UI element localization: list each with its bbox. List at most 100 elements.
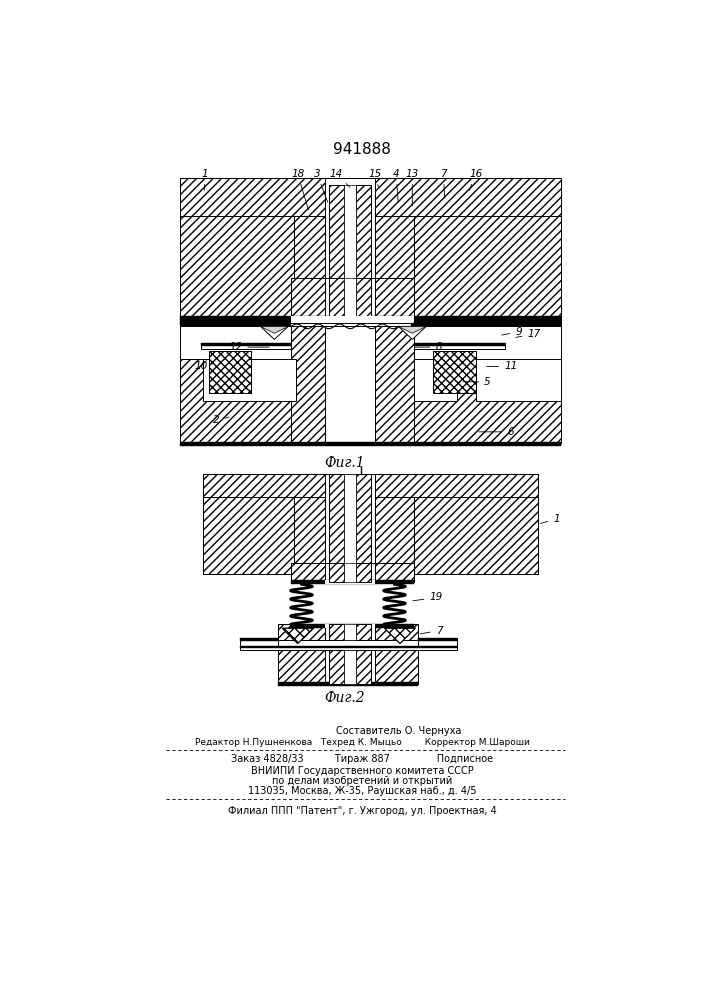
Bar xyxy=(329,474,344,574)
Bar xyxy=(209,351,251,393)
Bar xyxy=(414,343,505,349)
Bar xyxy=(291,563,414,582)
Bar xyxy=(414,497,538,574)
Bar xyxy=(344,474,356,574)
Bar xyxy=(180,359,291,443)
Bar xyxy=(180,178,561,216)
Text: 1: 1 xyxy=(201,169,208,190)
Text: 113035, Москва, Ж-35, Раушская наб., д. 4/5: 113035, Москва, Ж-35, Раушская наб., д. … xyxy=(247,786,477,796)
Text: 5: 5 xyxy=(463,377,491,387)
Bar xyxy=(201,343,291,349)
Bar xyxy=(344,278,356,316)
Bar xyxy=(344,650,356,684)
Text: Филиал ППП "Патент", г. Ужгород, ул. Проектная, 4: Филиал ППП "Патент", г. Ужгород, ул. Про… xyxy=(228,806,496,816)
Bar xyxy=(279,624,418,640)
Text: Фиг.2: Фиг.2 xyxy=(324,690,364,704)
Bar xyxy=(375,497,414,574)
Polygon shape xyxy=(260,326,288,333)
Bar xyxy=(329,650,344,684)
Bar xyxy=(203,497,293,574)
Bar xyxy=(329,278,344,316)
Text: 12: 12 xyxy=(229,342,269,352)
Text: Заказ 4828/33          Тираж 887               Подписное: Заказ 4828/33 Тираж 887 Подписное xyxy=(231,754,493,764)
Bar xyxy=(293,216,325,312)
Polygon shape xyxy=(385,628,416,644)
Text: 4: 4 xyxy=(392,169,399,202)
Bar xyxy=(414,497,538,574)
Bar xyxy=(291,278,414,316)
Polygon shape xyxy=(398,326,426,333)
Bar xyxy=(433,351,476,393)
Bar xyxy=(325,624,375,628)
Bar xyxy=(180,323,561,326)
Text: ВНИИПИ Государственного комитета СССР: ВНИИПИ Государственного комитета СССР xyxy=(250,766,473,776)
Bar xyxy=(411,323,561,326)
Text: 13: 13 xyxy=(406,169,419,206)
Text: Фиг.1: Фиг.1 xyxy=(324,456,364,470)
Bar xyxy=(291,563,414,582)
Bar xyxy=(209,359,251,393)
Polygon shape xyxy=(282,628,313,644)
Text: 16: 16 xyxy=(469,169,482,191)
Bar xyxy=(418,638,457,641)
Bar xyxy=(329,563,344,582)
Bar xyxy=(240,638,279,646)
Bar xyxy=(356,474,371,574)
Bar xyxy=(293,497,325,574)
Bar xyxy=(325,278,375,316)
Bar xyxy=(418,638,457,646)
Bar xyxy=(240,646,457,648)
Bar xyxy=(180,178,561,216)
Bar xyxy=(279,650,418,684)
Bar xyxy=(180,442,561,446)
Bar xyxy=(291,316,414,323)
Bar xyxy=(356,185,371,289)
Bar xyxy=(291,580,414,584)
Bar xyxy=(329,185,344,289)
Text: 2: 2 xyxy=(213,415,229,425)
Text: 1: 1 xyxy=(541,514,560,524)
Bar xyxy=(293,216,325,312)
Bar xyxy=(356,650,371,684)
Bar xyxy=(291,278,414,316)
Bar xyxy=(414,216,561,339)
Bar xyxy=(414,359,457,401)
Bar xyxy=(414,359,561,443)
Text: Редактор Н.Пушненкова   Техред К. Мыцьо        Корректор М.Шароши: Редактор Н.Пушненкова Техред К. Мыцьо Ко… xyxy=(194,738,530,747)
Bar xyxy=(344,185,356,289)
Text: 8: 8 xyxy=(415,342,442,352)
Text: 9: 9 xyxy=(502,327,522,337)
Bar xyxy=(375,216,414,312)
Bar xyxy=(356,185,371,289)
Bar xyxy=(329,185,344,289)
Bar xyxy=(180,216,293,339)
Bar xyxy=(291,624,414,628)
Bar xyxy=(356,278,371,316)
Bar xyxy=(201,343,291,346)
Bar xyxy=(414,359,561,443)
Bar xyxy=(279,650,418,684)
Bar xyxy=(325,563,375,582)
Bar xyxy=(291,326,414,443)
Bar xyxy=(344,563,356,582)
Bar xyxy=(180,323,291,326)
Text: 18: 18 xyxy=(291,169,308,210)
Bar xyxy=(325,474,375,574)
Bar xyxy=(325,316,375,323)
Bar xyxy=(291,326,414,443)
Bar xyxy=(180,326,291,359)
Bar xyxy=(325,326,375,443)
Bar xyxy=(180,359,291,443)
Bar xyxy=(414,343,505,346)
Text: 14: 14 xyxy=(329,169,350,187)
Bar xyxy=(240,638,279,641)
Bar xyxy=(325,178,375,312)
Bar xyxy=(325,650,375,684)
Text: 11: 11 xyxy=(486,361,518,371)
Bar xyxy=(203,474,538,497)
Bar xyxy=(329,278,344,316)
Bar xyxy=(203,359,296,401)
Bar xyxy=(203,474,538,497)
Bar xyxy=(356,474,371,574)
Polygon shape xyxy=(398,326,426,339)
